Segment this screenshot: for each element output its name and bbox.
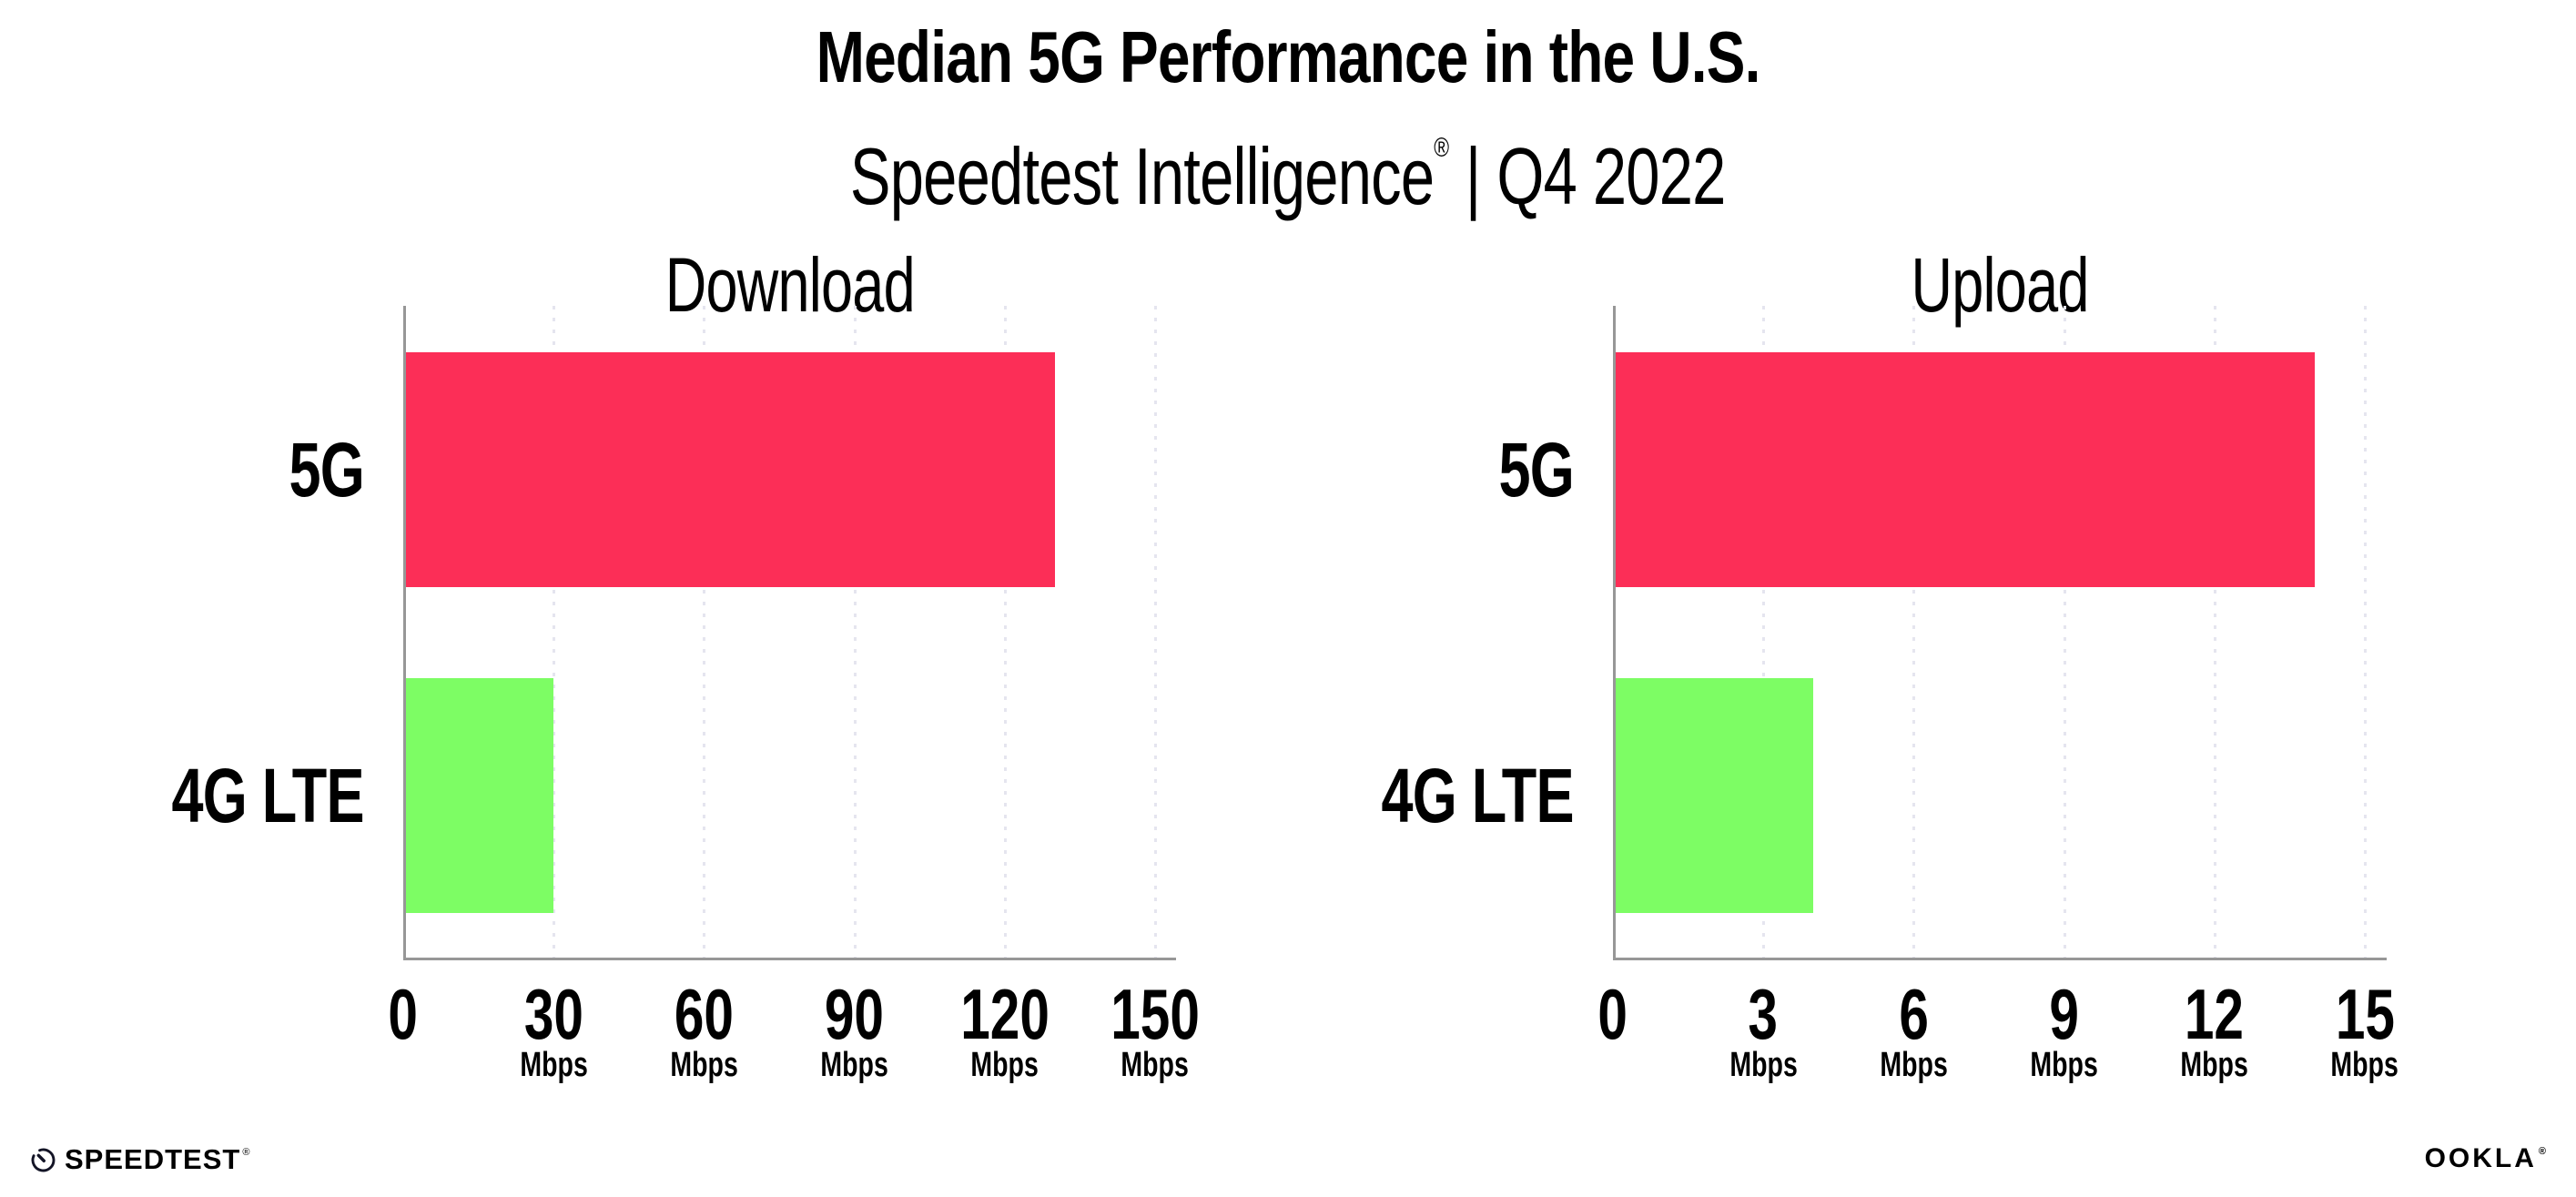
tick-label-60-text: 60 xyxy=(674,974,734,1054)
tick-unit-60-text: Mbps xyxy=(670,1046,738,1084)
tick-label-90-text: 90 xyxy=(825,974,885,1054)
tick-label-6: 6 xyxy=(1795,976,2032,1052)
category-label-5g-text: 5G xyxy=(1498,427,1574,512)
tick-label-3-text: 3 xyxy=(1748,974,1779,1054)
x-axis-line xyxy=(403,958,1176,960)
tick-unit-3-text: Mbps xyxy=(1729,1046,1798,1084)
y-axis-line xyxy=(1613,306,1616,960)
tick-label-9: 9 xyxy=(1946,976,2183,1052)
category-label-4g-lte: 4G LTE xyxy=(0,678,1575,913)
tick-label-90: 90 xyxy=(736,976,973,1052)
tick-label-30: 30 xyxy=(435,976,672,1052)
tick-label-150-text: 150 xyxy=(1111,974,1200,1054)
gridline-9 xyxy=(2063,306,2066,958)
tick-label-0: 0 xyxy=(285,976,522,1052)
tick-unit-6-text: Mbps xyxy=(1880,1046,1948,1084)
category-label-5g: 5G xyxy=(0,352,364,587)
tick-unit-6: Mbps xyxy=(1795,1047,2032,1083)
tick-label-30-text: 30 xyxy=(523,974,583,1054)
category-label-5g-text: 5G xyxy=(289,427,364,512)
ookla-trademark: ® xyxy=(2538,1145,2549,1157)
tick-label-120-text: 120 xyxy=(959,974,1050,1054)
tick-label-9-text: 9 xyxy=(2049,974,2079,1054)
x-axis-line xyxy=(1613,958,2387,960)
category-label-4g-lte: 4G LTE xyxy=(0,678,365,913)
tick-unit-3: Mbps xyxy=(1645,1047,1881,1083)
tick-unit-120-text: Mbps xyxy=(970,1046,1040,1084)
tick-label-15: 15 xyxy=(2246,976,2483,1052)
tick-unit-15-text: Mbps xyxy=(2330,1046,2399,1084)
gridline-90 xyxy=(853,306,857,958)
gridline-15 xyxy=(2364,306,2367,958)
tick-unit-12: Mbps xyxy=(2096,1047,2333,1083)
tick-unit-150-text: Mbps xyxy=(1121,1046,1190,1084)
subtitle-period: | Q4 2022 xyxy=(1449,131,1726,221)
tick-unit-60: Mbps xyxy=(585,1047,822,1083)
ookla-logo: OOKLA ® xyxy=(2425,1143,2549,1174)
gridline-12 xyxy=(2213,306,2216,958)
gridline-150 xyxy=(1154,306,1157,958)
registered-mark-icon: ® xyxy=(1434,133,1450,163)
tick-label-6-text: 6 xyxy=(1899,974,1929,1054)
tick-unit-90-text: Mbps xyxy=(820,1046,888,1084)
chart-title-download-text: Download xyxy=(664,242,915,328)
tick-unit-150: Mbps xyxy=(1037,1047,1273,1083)
chart-title-download: Download xyxy=(403,244,1176,326)
chart-title-upload-text: Upload xyxy=(1911,242,2089,328)
tick-label-15-text: 15 xyxy=(2335,974,2395,1054)
tick-unit-9-text: Mbps xyxy=(2030,1046,2098,1084)
tick-label-12: 12 xyxy=(2096,976,2333,1052)
bar-5g xyxy=(406,352,1055,587)
category-label-4g-lte-text: 4G LTE xyxy=(1381,753,1575,838)
gridline-120 xyxy=(1003,306,1007,958)
category-label-5g: 5G xyxy=(0,352,1574,587)
tick-unit-9: Mbps xyxy=(1946,1047,2183,1083)
bar-4g-lte xyxy=(1616,678,1814,913)
main-title-text: Median 5G Performance in the U.S. xyxy=(816,16,1761,97)
chart-title-upload: Upload xyxy=(1613,244,2387,326)
speedtest-logo: SPEEDTEST ® xyxy=(30,1143,249,1176)
gridline-60 xyxy=(703,306,706,958)
subtitle-brand: Speedtest Intelligence xyxy=(850,131,1435,221)
tick-unit-90: Mbps xyxy=(736,1047,973,1083)
tick-label-150: 150 xyxy=(1037,976,1273,1052)
gridline-3 xyxy=(1762,306,1766,958)
speedtest-trademark: ® xyxy=(242,1146,250,1158)
bar-5g xyxy=(1616,352,2315,587)
y-axis-line xyxy=(403,306,406,960)
tick-label-0: 0 xyxy=(1495,976,1731,1052)
tick-unit-30-text: Mbps xyxy=(519,1046,588,1084)
subtitle: Speedtest Intelligence® | Q4 2022 xyxy=(0,107,2576,218)
gridline-6 xyxy=(1912,306,1916,958)
bar-4g-lte xyxy=(406,678,554,913)
tick-unit-120: Mbps xyxy=(887,1047,1123,1083)
main-title: Median 5G Performance in the U.S. xyxy=(0,19,2576,96)
subtitle-text: Speedtest Intelligence® | Q4 2022 xyxy=(850,107,1726,218)
category-label-4g-lte-text: 4G LTE xyxy=(171,753,365,838)
tick-unit-12-text: Mbps xyxy=(2180,1046,2249,1084)
tick-label-0-text: 0 xyxy=(1597,974,1628,1054)
ookla-wordmark: OOKLA xyxy=(2424,1143,2537,1173)
tick-label-0-text: 0 xyxy=(388,974,419,1054)
speedtest-gauge-icon xyxy=(31,1148,56,1172)
tick-unit-30: Mbps xyxy=(435,1047,672,1083)
tick-label-3: 3 xyxy=(1645,976,1881,1052)
tick-unit-15: Mbps xyxy=(2246,1047,2483,1083)
gridline-30 xyxy=(553,306,556,958)
tick-label-12-text: 12 xyxy=(2185,974,2245,1054)
tick-label-120: 120 xyxy=(887,976,1123,1052)
tick-label-60: 60 xyxy=(585,976,822,1052)
speedtest-wordmark: SPEEDTEST xyxy=(65,1143,241,1175)
